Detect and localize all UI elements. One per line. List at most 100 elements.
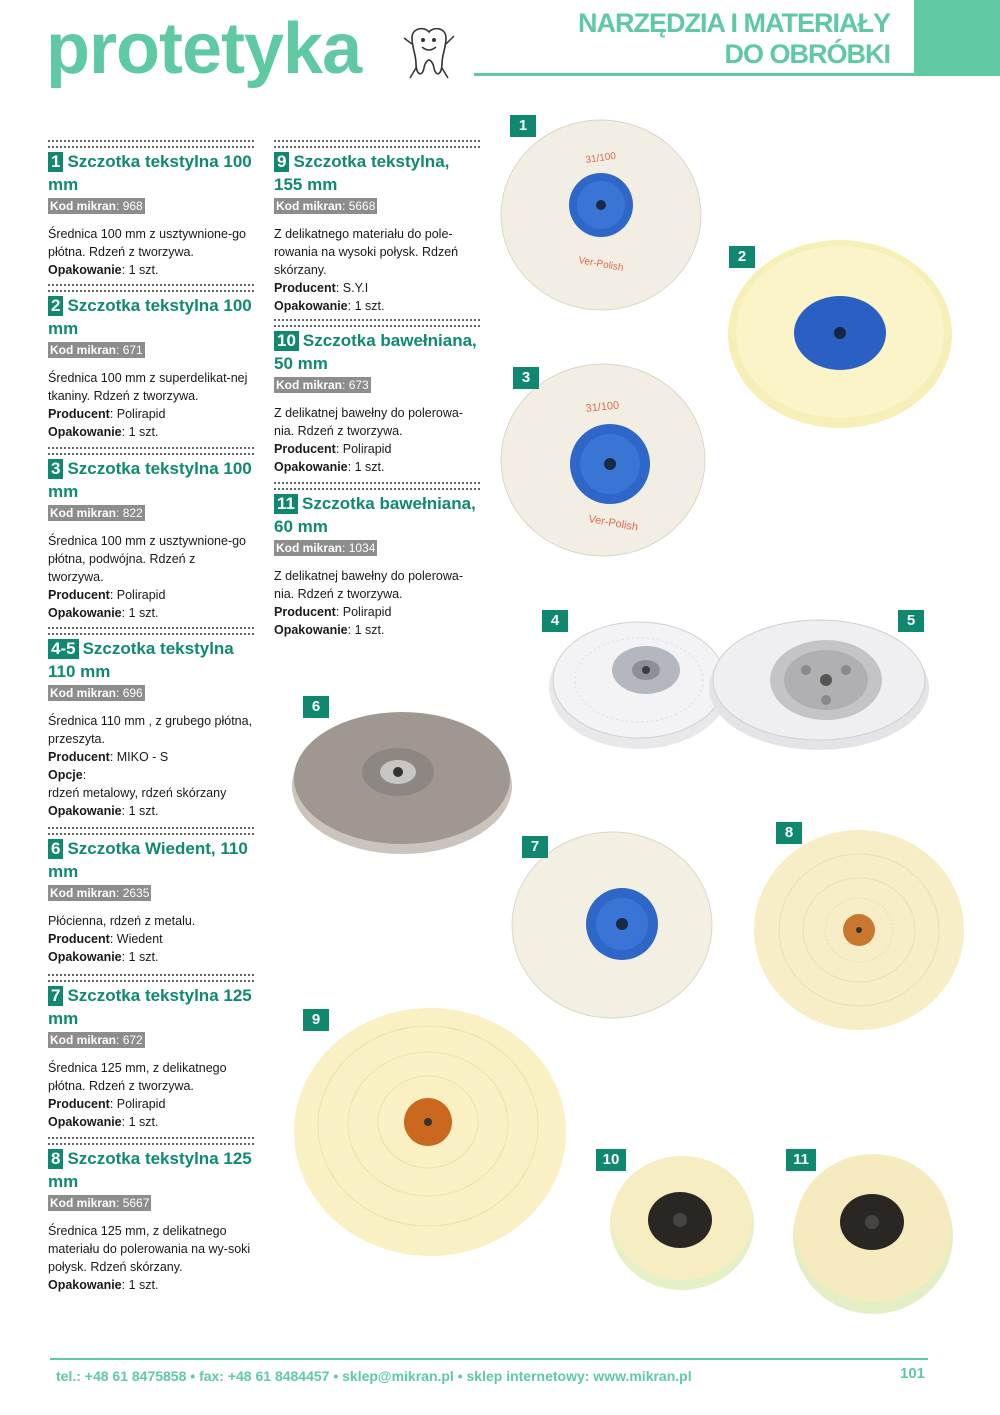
product-photo-5 bbox=[709, 619, 929, 750]
dotted-divider bbox=[48, 447, 254, 455]
product-title: 6 Szczotka Wiedent, 110 mm bbox=[48, 838, 254, 883]
product-code: Kod mikran: 672 bbox=[48, 1032, 145, 1048]
product-entry: 9 Szczotka tekstylna, 155 mm Kod mikran: 5… bbox=[274, 140, 480, 315]
dotted-divider bbox=[274, 482, 480, 490]
product-number-badge: 1 bbox=[48, 152, 64, 172]
description-text: Średnica 125 mm, z delikatnego płótna. R… bbox=[48, 1061, 227, 1093]
product-entry: 4-5 Szczotka tekstylna 110 mm Kod mikran: … bbox=[48, 627, 254, 820]
product-title: 4-5 Szczotka tekstylna 110 mm bbox=[48, 638, 254, 683]
product-photo-11 bbox=[793, 1154, 953, 1314]
description-line: Opcje: bbox=[48, 768, 87, 782]
description-text: 1 szt. bbox=[128, 606, 159, 620]
product-description: Średnica 125 mm, z delikatnego płótna. R… bbox=[48, 1059, 254, 1131]
product-photo-7 bbox=[511, 831, 713, 1019]
description-label: Producent bbox=[48, 932, 110, 946]
description-label: Producent bbox=[274, 605, 336, 619]
photo-badge-7: 7 bbox=[522, 836, 548, 858]
product-entry: 2 Szczotka tekstylna 100 mm Kod mikran: 67… bbox=[48, 284, 254, 441]
description-text: 1 szt. bbox=[354, 623, 385, 637]
photo-badge-10: 10 bbox=[596, 1149, 626, 1171]
dotted-divider bbox=[274, 319, 480, 327]
product-description: Z delikatnego materiału do pole-rowania … bbox=[274, 225, 480, 315]
product-number-badge: 3 bbox=[48, 459, 64, 479]
product-title-text: Szczotka bawełniana, 50 mm bbox=[274, 331, 477, 373]
product-entry: 3 Szczotka tekstylna 100 mm Kod mikran: 82… bbox=[48, 447, 254, 622]
photo-badge-5: 5 bbox=[898, 610, 924, 632]
code-label: Kod mikran bbox=[50, 686, 117, 700]
description-line: Producent: Wiedent bbox=[48, 932, 163, 946]
description-label: Opakowanie bbox=[48, 606, 122, 620]
photo-badge-8: 8 bbox=[776, 822, 802, 844]
photo-badge-6: 6 bbox=[303, 696, 329, 718]
product-photo-9 bbox=[294, 1008, 566, 1256]
product-description: Średnica 110 mm , z grubego płótna, prze… bbox=[48, 712, 254, 820]
brush-print-top: 31/100 bbox=[585, 151, 617, 166]
description-text: 1 szt. bbox=[128, 1115, 159, 1129]
description-text: Z delikatnej bawełny do polerowa-nia. Rd… bbox=[274, 406, 463, 438]
code-label: Kod mikran bbox=[276, 199, 343, 213]
product-number-badge: 9 bbox=[274, 152, 290, 172]
description-line: Z delikatnego materiału do pole-rowania … bbox=[274, 225, 480, 279]
description-line: Z delikatnej bawełny do polerowa-nia. Rd… bbox=[274, 404, 480, 440]
product-title-text: Szczotka tekstylna 125 mm bbox=[48, 986, 252, 1028]
description-text: Średnica 125 mm, z delikatnego materiału… bbox=[48, 1224, 251, 1274]
description-label: Opakowanie bbox=[274, 460, 348, 474]
dotted-divider bbox=[48, 827, 254, 835]
product-number-badge: 6 bbox=[48, 839, 64, 859]
description-line: Producent: Polirapid bbox=[274, 605, 392, 619]
description-line: Opakowanie: 1 szt. bbox=[48, 804, 159, 818]
brand-title: protetyka bbox=[46, 9, 362, 89]
product-photo-2 bbox=[728, 240, 952, 428]
product-code: Kod mikran: 696 bbox=[48, 685, 145, 701]
code-value: 5667 bbox=[122, 1196, 150, 1210]
description-label: Producent bbox=[48, 407, 110, 421]
product-description: Średnica 100 mm z usztywnione-go płótna,… bbox=[48, 532, 254, 622]
description-label: Producent bbox=[274, 281, 336, 295]
description-line: Średnica 125 mm, z delikatnego płótna. R… bbox=[48, 1059, 254, 1095]
description-text: Wiedent bbox=[116, 932, 163, 946]
product-title: 8 Szczotka tekstylna 125 mm bbox=[48, 1148, 254, 1193]
product-code: Kod mikran: 1034 bbox=[274, 540, 378, 556]
description-label: Opakowanie bbox=[48, 263, 122, 277]
description-text: 1 szt. bbox=[354, 299, 385, 313]
product-description: Średnica 100 mm z usztywnione-go płótna.… bbox=[48, 225, 254, 279]
description-line: Średnica 110 mm , z grubego płótna, prze… bbox=[48, 712, 254, 748]
code-label: Kod mikran bbox=[50, 506, 117, 520]
description-text: Polirapid bbox=[116, 1097, 166, 1111]
description-text: Polirapid bbox=[342, 605, 392, 619]
product-photo-10 bbox=[610, 1156, 754, 1290]
description-text: Polirapid bbox=[116, 407, 166, 421]
description-label: Producent bbox=[274, 442, 336, 456]
description-line: Opakowanie: 1 szt. bbox=[48, 1115, 159, 1129]
description-label: Producent bbox=[48, 750, 110, 764]
code-value: 1034 bbox=[348, 541, 376, 555]
product-title-text: Szczotka Wiedent, 110 mm bbox=[48, 839, 248, 881]
code-label: Kod mikran bbox=[50, 1196, 117, 1210]
photo-badge-4: 4 bbox=[542, 610, 568, 632]
product-title-text: Szczotka tekstylna 100 mm bbox=[48, 459, 252, 501]
description-line: Producent: Polirapid bbox=[48, 588, 166, 602]
product-title: 11 Szczotka bawełniana, 60 mm bbox=[274, 493, 480, 538]
code-value: 696 bbox=[122, 686, 143, 700]
description-text: 1 szt. bbox=[128, 950, 159, 964]
description-line: Producent: MIKO - S bbox=[48, 750, 169, 764]
product-number-badge: 4-5 bbox=[48, 639, 79, 659]
description-text: Średnica 110 mm , z grubego płótna, prze… bbox=[48, 714, 253, 746]
description-text: 1 szt. bbox=[128, 804, 159, 818]
product-photo-3: 31/100 Ver-Polish bbox=[500, 363, 706, 557]
product-code: Kod mikran: 2635 bbox=[48, 885, 152, 901]
description-text: Średnica 100 mm z superdelikat-nej tkani… bbox=[48, 371, 248, 403]
description-text: Polirapid bbox=[116, 588, 166, 602]
product-title: 9 Szczotka tekstylna, 155 mm bbox=[274, 151, 480, 196]
description-line: Opakowanie: 1 szt. bbox=[274, 299, 385, 313]
description-label: Opakowanie bbox=[48, 950, 122, 964]
product-code: Kod mikran: 968 bbox=[48, 198, 145, 214]
description-line: Producent: Polirapid bbox=[274, 442, 392, 456]
dotted-divider bbox=[48, 627, 254, 635]
description-label: Opakowanie bbox=[48, 425, 122, 439]
dotted-divider bbox=[274, 140, 480, 148]
code-label: Kod mikran bbox=[50, 343, 117, 357]
photo-badge-9: 9 bbox=[303, 1009, 329, 1031]
code-value: 673 bbox=[348, 378, 369, 392]
product-title: 10 Szczotka bawełniana, 50 mm bbox=[274, 330, 480, 375]
